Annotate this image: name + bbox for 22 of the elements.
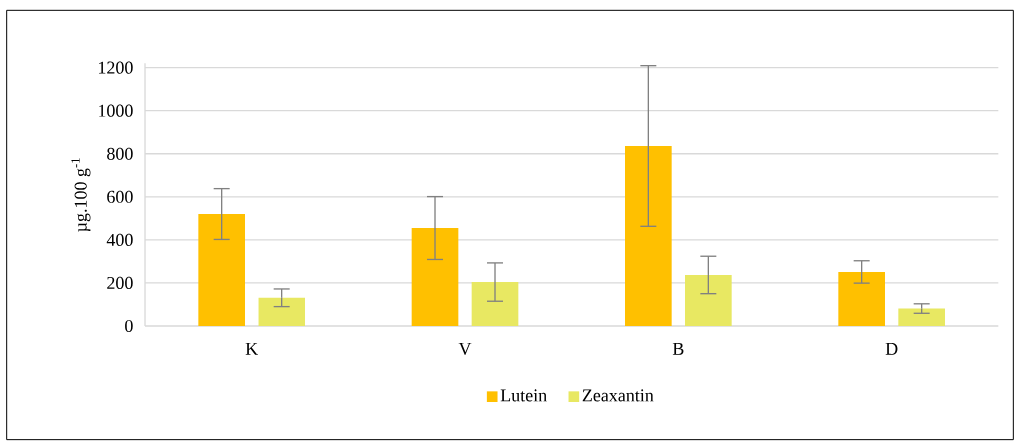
legend-label: Zeaxantin — [582, 389, 654, 402]
legend-label: Lutein — [500, 389, 547, 402]
bar — [258, 297, 306, 326]
y-tick-label: 400 — [106, 233, 133, 246]
bar — [685, 274, 732, 326]
x-tick-label: D — [885, 342, 898, 355]
bar — [471, 282, 519, 326]
y-tick-label: 1200 — [99, 61, 133, 74]
x-tick-label: K — [245, 342, 258, 355]
bar — [898, 308, 945, 326]
y-tick-label: 200 — [107, 276, 133, 289]
bar — [198, 214, 246, 326]
bar — [838, 271, 885, 326]
y-tick-label: 1000 — [99, 104, 133, 117]
bar — [625, 146, 672, 326]
x-tick-label: B — [672, 342, 684, 355]
x-tick-label: V — [458, 342, 472, 355]
y-tick-label: 600 — [107, 190, 133, 203]
y-tick-label: 0 — [125, 319, 133, 333]
y-tick-label: 800 — [107, 147, 133, 160]
y-axis-title: µg.100 g$^{-1}$ — [71, 158, 91, 232]
bar — [411, 228, 459, 326]
